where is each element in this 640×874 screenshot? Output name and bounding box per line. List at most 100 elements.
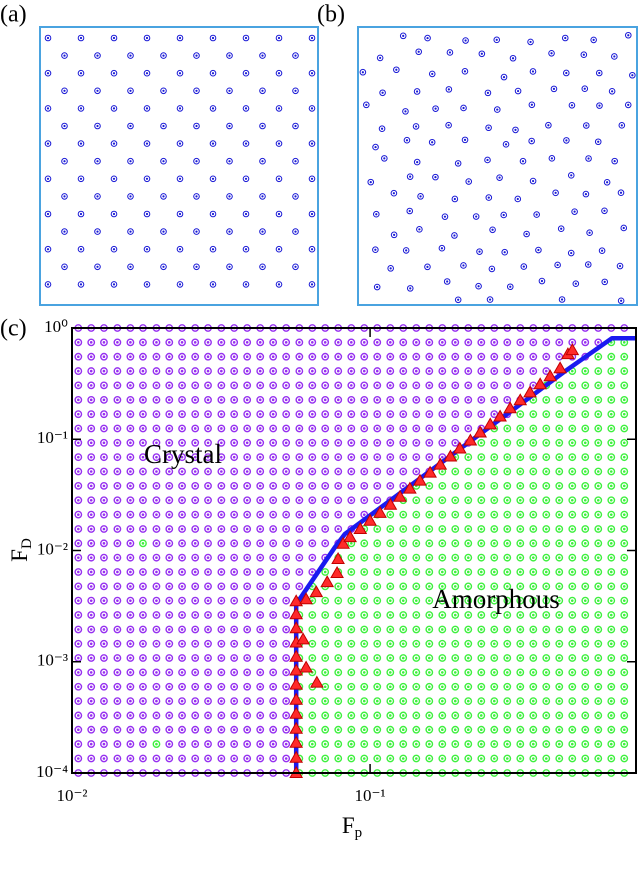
phase-point-core — [258, 412, 262, 416]
phase-point — [152, 496, 161, 505]
phase-point — [152, 424, 161, 433]
particle — [402, 247, 410, 254]
particle — [160, 52, 167, 59]
phase-point — [503, 496, 512, 505]
phase-point — [230, 525, 239, 533]
phase-point-core — [557, 628, 561, 631]
phase-point — [503, 453, 512, 462]
phase-point-core — [622, 498, 626, 502]
phase-point — [464, 539, 473, 548]
phase-point — [477, 668, 486, 677]
particle — [563, 137, 570, 144]
particle-core — [565, 139, 568, 142]
phase-point-core — [609, 398, 613, 402]
phase-point-core — [258, 685, 262, 689]
phase-point-core — [557, 542, 561, 545]
phase-point-core — [220, 398, 223, 402]
phase-point-core — [323, 728, 327, 732]
phase-point-core — [518, 613, 522, 617]
phase-point — [165, 697, 174, 705]
phase-point-core — [77, 527, 80, 531]
phase-point — [464, 453, 473, 462]
phase-point — [503, 625, 512, 634]
phase-point — [477, 453, 486, 462]
phase-point — [581, 453, 590, 462]
phase-point — [334, 395, 343, 404]
particle-core — [392, 192, 395, 195]
phase-point-core — [596, 642, 600, 646]
phase-point-core — [570, 699, 574, 703]
phase-point-core — [453, 642, 457, 646]
particle — [519, 157, 527, 165]
phase-point — [256, 668, 265, 677]
phase-point — [412, 381, 421, 390]
phase-point-core — [89, 714, 93, 717]
phase-point-core — [116, 441, 119, 445]
annotation: Amorphous — [432, 584, 560, 614]
phase-point-core — [220, 455, 223, 459]
phase-point-core — [466, 341, 470, 344]
phase-point — [126, 697, 135, 705]
phase-point-core — [102, 412, 106, 416]
phase-point-core — [232, 341, 236, 344]
phase-point — [113, 381, 122, 390]
phase-point — [204, 496, 212, 505]
particle — [160, 157, 167, 165]
phase-point-core — [245, 412, 249, 416]
phase-point-core — [414, 455, 418, 459]
phase-point — [282, 352, 291, 361]
phase-point-core — [167, 613, 171, 617]
phase-point — [282, 625, 291, 634]
particle — [406, 285, 414, 292]
particle — [465, 178, 473, 185]
phase-point-core — [298, 513, 301, 516]
phase-point — [477, 395, 486, 404]
phase-point-core — [350, 570, 353, 574]
phase-point — [256, 754, 265, 763]
phase-point — [386, 525, 395, 533]
phase-point — [360, 725, 369, 734]
phase-point — [490, 697, 499, 705]
phase-point — [204, 740, 212, 748]
particle — [620, 224, 628, 232]
phase-point — [607, 467, 616, 476]
phase-point-core — [336, 699, 340, 703]
phase-point — [243, 510, 252, 519]
phase-point — [477, 754, 486, 763]
phase-point — [438, 410, 447, 419]
phase-point-core — [414, 384, 418, 387]
phase-point-core — [350, 427, 353, 430]
phase-point-core — [311, 355, 314, 359]
particle — [475, 282, 482, 290]
phase-point-core — [518, 341, 522, 344]
phase-point-core — [388, 728, 392, 732]
phase-point — [490, 395, 499, 404]
particle-core — [112, 248, 116, 251]
particle — [571, 208, 578, 215]
phase-point-core — [583, 441, 587, 445]
phase-point-core — [441, 470, 444, 473]
phase-point-core — [232, 656, 236, 660]
phase-point — [308, 539, 317, 548]
particle — [500, 211, 508, 219]
phase-point — [217, 525, 226, 533]
particle — [428, 138, 436, 146]
phase-point-core — [102, 369, 106, 373]
phase-point-core — [350, 742, 353, 746]
phase-point-core — [220, 441, 223, 445]
phase-point-core — [453, 570, 457, 574]
phase-point — [620, 510, 629, 519]
phase-point — [295, 410, 304, 419]
phase-point-core — [180, 742, 184, 746]
phase-point — [516, 424, 525, 433]
particle-core — [622, 226, 625, 230]
particle-core — [511, 57, 515, 60]
phase-point — [165, 338, 174, 347]
phase-point-core — [427, 628, 431, 631]
phase-point — [373, 496, 382, 505]
phase-point-core — [167, 369, 171, 373]
phase-point — [269, 539, 278, 548]
phase-point-core — [622, 656, 626, 660]
phase-point-core — [557, 384, 561, 387]
phase-point-core — [466, 556, 470, 559]
